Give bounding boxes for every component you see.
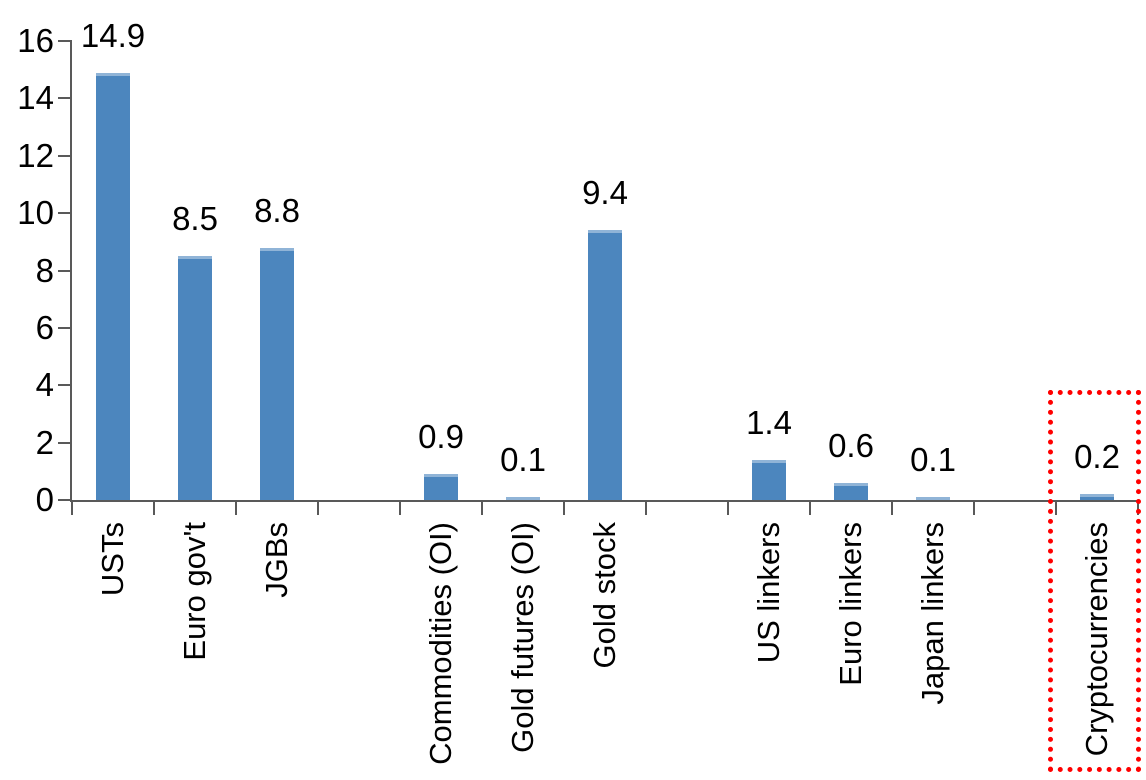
y-tick-label: 4 bbox=[35, 366, 54, 404]
category-label-text: Commodities (OI) bbox=[423, 522, 458, 765]
bar-value-label: 0.1 bbox=[910, 441, 956, 478]
bar-gold-futures-oi- bbox=[506, 497, 540, 500]
bar-value-label: 1.4 bbox=[746, 404, 792, 441]
y-tick-label: 6 bbox=[35, 308, 54, 346]
y-tick-label: 8 bbox=[35, 251, 54, 289]
bar-usts bbox=[96, 73, 130, 500]
y-tick bbox=[58, 326, 72, 329]
category-label-text: Gold stock bbox=[587, 522, 622, 669]
y-tick bbox=[58, 269, 72, 272]
x-tick bbox=[727, 500, 729, 515]
bar-commodities-oi- bbox=[424, 474, 458, 500]
y-tick bbox=[58, 97, 72, 100]
bar-cryptocurrencies bbox=[1080, 494, 1114, 500]
x-tick bbox=[1055, 500, 1057, 515]
y-tick bbox=[58, 40, 72, 42]
bar-value-label: 0.1 bbox=[500, 441, 546, 478]
x-tick bbox=[891, 500, 893, 515]
category-label-text: Gold futures (OI) bbox=[505, 522, 540, 753]
category-label-text: Euro linkers bbox=[833, 522, 868, 686]
bar-value-label: 14.9 bbox=[80, 17, 146, 54]
x-tick bbox=[645, 500, 647, 515]
bar-euro-linkers bbox=[834, 483, 868, 500]
y-tick bbox=[58, 384, 72, 387]
bar-value-label: 9.4 bbox=[582, 174, 628, 211]
y-tick-label: 12 bbox=[17, 136, 54, 174]
y-tick-label: 0 bbox=[35, 481, 54, 518]
bar-value-label: 0.9 bbox=[418, 418, 464, 455]
x-axis-line bbox=[70, 500, 1140, 502]
bar-japan-linkers bbox=[916, 497, 950, 500]
y-tick bbox=[58, 441, 72, 444]
x-tick bbox=[235, 500, 237, 515]
category-label-text: Japan linkers bbox=[915, 522, 950, 705]
x-tick bbox=[399, 500, 401, 515]
bar-value-label: 8.8 bbox=[254, 192, 300, 229]
bar-us-linkers bbox=[752, 460, 786, 500]
bar-gold-stock bbox=[588, 230, 622, 500]
bar-jgbs bbox=[260, 248, 294, 500]
x-tick bbox=[317, 500, 319, 515]
x-tick bbox=[563, 500, 565, 515]
category-label-text: Euro gov't bbox=[177, 522, 212, 661]
y-tick-label: 16 bbox=[17, 22, 54, 59]
y-tick-label: 2 bbox=[35, 423, 54, 461]
category-label-text: JGBs bbox=[259, 522, 294, 598]
category-label-text: US linkers bbox=[751, 522, 786, 664]
cryptocurrencies-highlight-box bbox=[1048, 390, 1141, 772]
bar-value-label: 0.6 bbox=[828, 427, 874, 464]
bar-value-label: 0.2 bbox=[1074, 438, 1120, 475]
x-tick bbox=[809, 500, 811, 515]
y-tick bbox=[58, 154, 72, 157]
y-tick-label: 10 bbox=[17, 194, 54, 232]
y-tick bbox=[58, 499, 72, 501]
bar-value-label: 8.5 bbox=[172, 200, 218, 237]
x-tick bbox=[481, 500, 483, 515]
bar-euro-gov-t bbox=[178, 256, 212, 500]
x-tick bbox=[71, 500, 73, 515]
x-tick bbox=[153, 500, 155, 515]
x-tick bbox=[973, 500, 975, 515]
y-tick-label: 14 bbox=[17, 79, 54, 117]
category-label-text: USTs bbox=[95, 522, 130, 597]
y-tick bbox=[58, 212, 72, 215]
